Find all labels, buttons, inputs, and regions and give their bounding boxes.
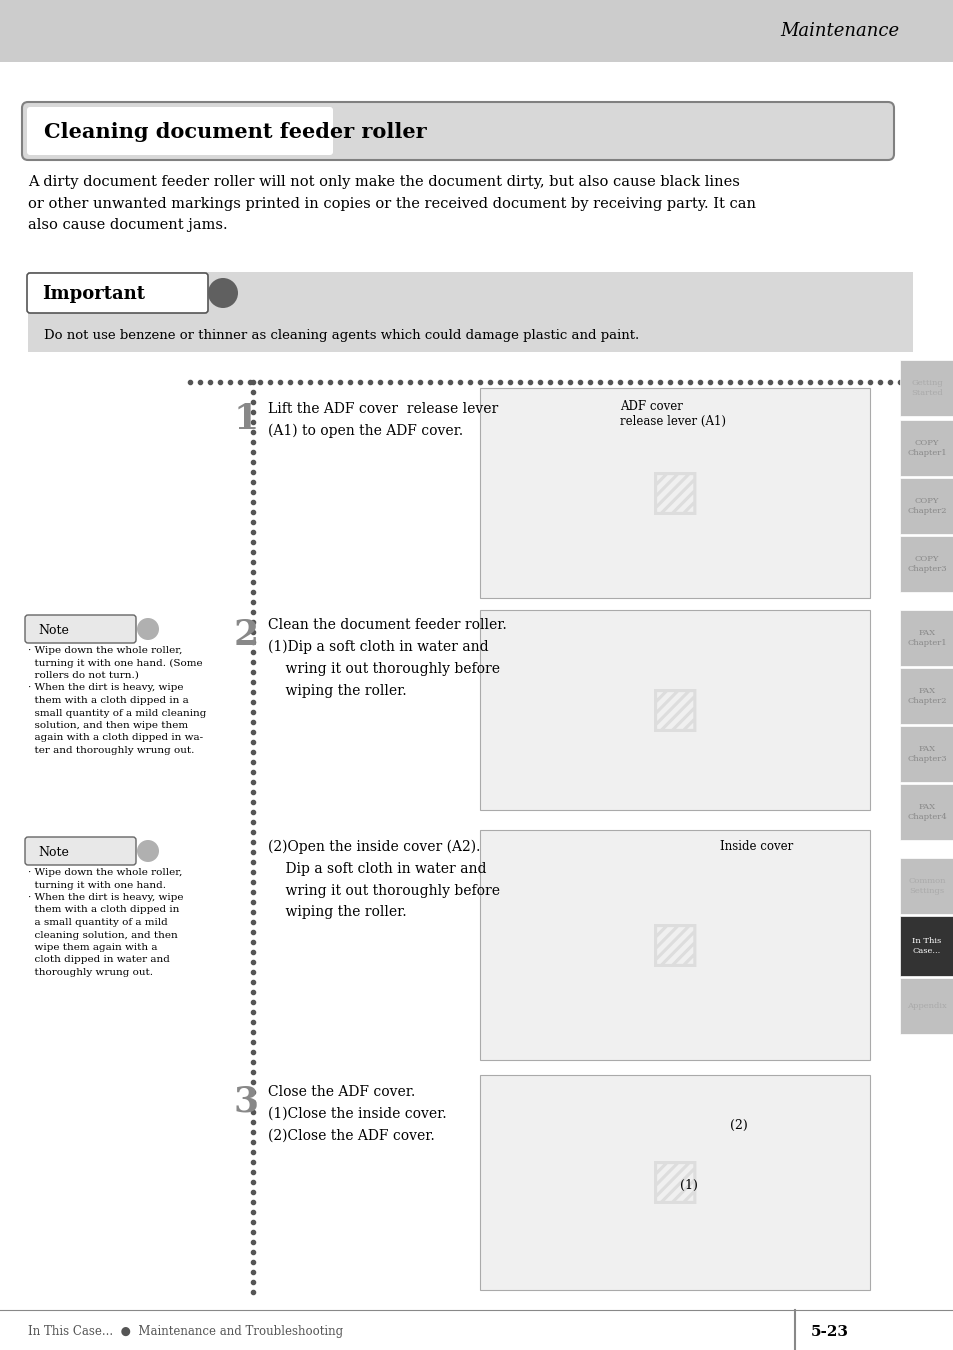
Text: 5-23: 5-23 — [810, 1324, 848, 1339]
Text: them with a cloth dipped in a: them with a cloth dipped in a — [28, 697, 189, 705]
Text: ▨: ▨ — [648, 1156, 700, 1210]
Text: Close the ADF cover.
(1)Close the inside cover.
(2)Close the ADF cover.: Close the ADF cover. (1)Close the inside… — [268, 1085, 446, 1142]
Bar — [899, 784, 953, 840]
Bar — [899, 977, 953, 1034]
Text: Cleaning document feeder roller: Cleaning document feeder roller — [44, 122, 426, 142]
Text: FAX
Chapter2: FAX Chapter2 — [906, 687, 945, 705]
Bar — [899, 668, 953, 724]
Text: COPY
Chapter3: COPY Chapter3 — [906, 555, 945, 572]
Circle shape — [208, 278, 237, 308]
Bar — [899, 726, 953, 782]
Bar — [899, 536, 953, 593]
FancyBboxPatch shape — [27, 107, 333, 155]
Text: Inside cover: Inside cover — [720, 840, 792, 853]
Text: (1): (1) — [679, 1179, 698, 1192]
Text: thoroughly wrung out.: thoroughly wrung out. — [28, 968, 152, 977]
Text: Note: Note — [38, 624, 69, 636]
Bar — [899, 610, 953, 666]
Text: 2: 2 — [233, 618, 258, 652]
Bar — [899, 478, 953, 535]
Text: small quantity of a mild cleaning: small quantity of a mild cleaning — [28, 709, 206, 717]
Circle shape — [137, 840, 159, 863]
Text: Clean the document feeder roller.
(1)Dip a soft cloth in water and
    wring it : Clean the document feeder roller. (1)Dip… — [268, 618, 506, 698]
Bar — [899, 917, 953, 976]
FancyBboxPatch shape — [25, 837, 136, 865]
Text: ▨: ▨ — [648, 683, 700, 737]
Bar — [479, 830, 869, 1060]
Bar — [0, 0, 953, 62]
Text: 1: 1 — [233, 402, 258, 436]
Text: them with a cloth dipped in: them with a cloth dipped in — [28, 906, 179, 914]
Text: ter and thoroughly wrung out.: ter and thoroughly wrung out. — [28, 747, 194, 755]
Text: cleaning solution, and then: cleaning solution, and then — [28, 930, 177, 940]
Bar — [899, 420, 953, 477]
Bar — [28, 271, 912, 352]
Text: FAX
Chapter3: FAX Chapter3 — [906, 745, 945, 763]
Bar — [479, 610, 869, 810]
Text: Maintenance: Maintenance — [780, 22, 899, 40]
Bar — [479, 1075, 869, 1291]
Text: · Wipe down the whole roller,: · Wipe down the whole roller, — [28, 868, 182, 878]
FancyBboxPatch shape — [27, 273, 208, 313]
Text: COPY
Chapter1: COPY Chapter1 — [906, 439, 945, 456]
Text: cloth dipped in water and: cloth dipped in water and — [28, 956, 170, 964]
Text: Common
Settings: Common Settings — [907, 878, 944, 895]
Bar — [899, 859, 953, 914]
Text: ▨: ▨ — [648, 466, 700, 520]
Text: A dirty document feeder roller will not only make the document dirty, but also c: A dirty document feeder roller will not … — [28, 176, 755, 232]
Text: (2)Open the inside cover (A2).
    Dip a soft cloth in water and
    wring it ou: (2)Open the inside cover (A2). Dip a sof… — [268, 840, 499, 919]
Text: In This Case...  ●  Maintenance and Troubleshooting: In This Case... ● Maintenance and Troubl… — [28, 1326, 343, 1338]
Text: rollers do not turn.): rollers do not turn.) — [28, 671, 139, 680]
Text: Note: Note — [38, 845, 69, 859]
Text: (2): (2) — [729, 1119, 747, 1131]
Bar — [479, 387, 869, 598]
Bar — [899, 360, 953, 416]
Text: 3: 3 — [233, 1085, 258, 1119]
Text: Lift the ADF cover  release lever
(A1) to open the ADF cover.: Lift the ADF cover release lever (A1) to… — [268, 402, 497, 439]
Text: solution, and then wipe them: solution, and then wipe them — [28, 721, 188, 730]
Text: turning it with one hand. (Some: turning it with one hand. (Some — [28, 659, 202, 668]
Text: again with a cloth dipped in wa-: again with a cloth dipped in wa- — [28, 733, 203, 743]
Text: · Wipe down the whole roller,: · Wipe down the whole roller, — [28, 647, 182, 655]
Text: ADF cover
release lever (A1): ADF cover release lever (A1) — [619, 400, 725, 428]
Text: COPY
Chapter2: COPY Chapter2 — [906, 497, 945, 514]
Text: Appendix: Appendix — [906, 1002, 946, 1010]
Text: FAX
Chapter1: FAX Chapter1 — [906, 629, 945, 647]
Text: Do not use benzene or thinner as cleaning agents which could damage plastic and : Do not use benzene or thinner as cleanin… — [44, 329, 639, 343]
Text: Important: Important — [42, 285, 145, 302]
Text: · When the dirt is heavy, wipe: · When the dirt is heavy, wipe — [28, 683, 183, 693]
Text: a small quantity of a mild: a small quantity of a mild — [28, 918, 168, 927]
Text: ▨: ▨ — [648, 918, 700, 972]
FancyBboxPatch shape — [22, 103, 893, 161]
Text: turning it with one hand.: turning it with one hand. — [28, 880, 166, 890]
Text: FAX
Chapter4: FAX Chapter4 — [906, 803, 946, 821]
Circle shape — [137, 618, 159, 640]
Text: Getting
Started: Getting Started — [910, 379, 942, 397]
FancyBboxPatch shape — [25, 616, 136, 643]
Text: In This
Case...: In This Case... — [911, 937, 941, 954]
Text: wipe them again with a: wipe them again with a — [28, 944, 157, 952]
Text: · When the dirt is heavy, wipe: · When the dirt is heavy, wipe — [28, 892, 183, 902]
